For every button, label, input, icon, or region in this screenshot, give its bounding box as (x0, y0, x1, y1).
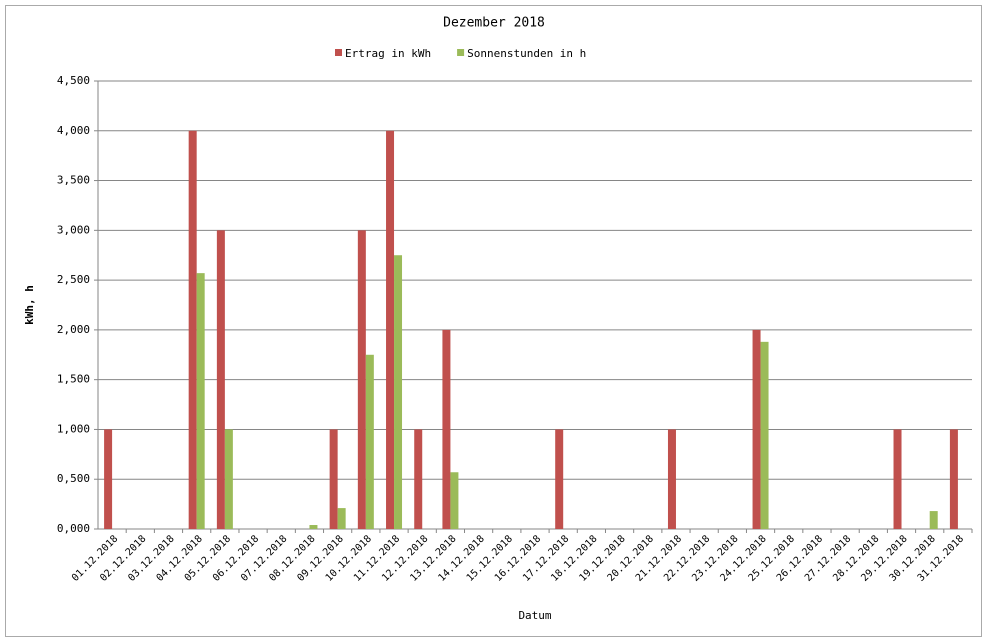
y-tick-label: 2,000 (57, 323, 90, 336)
bar (365, 354, 374, 529)
y-axis-label: kWh, h (23, 285, 36, 325)
y-tick-label: 3,500 (57, 174, 90, 187)
legend-swatch (457, 49, 465, 56)
legend-swatch (335, 49, 342, 56)
y-tick-label: 4,000 (57, 124, 90, 137)
bar (442, 329, 451, 529)
x-axis-label: Datum (518, 609, 551, 622)
y-tick-label: 1,000 (57, 422, 90, 435)
chart-title: Dezember 2018 (443, 16, 545, 31)
bar (224, 429, 233, 529)
y-tick-label: 3,000 (57, 223, 90, 236)
chart-frame (5, 5, 982, 637)
bar (949, 429, 958, 529)
bar (357, 230, 366, 530)
bar (196, 273, 205, 529)
y-tick-label: 4,500 (57, 74, 90, 87)
bar (450, 472, 459, 529)
bar (329, 429, 338, 529)
legend-label: Ertrag in kWh (345, 47, 431, 60)
y-tick-label: 0,500 (57, 472, 90, 485)
bar (337, 508, 346, 529)
bar (386, 130, 395, 529)
bar (667, 429, 676, 529)
bar (893, 429, 902, 529)
bar (760, 341, 769, 529)
y-tick-label: 0,000 (57, 522, 90, 535)
bar (929, 511, 938, 529)
bar (309, 525, 318, 529)
bar (104, 429, 113, 529)
bar (188, 130, 197, 529)
bar (414, 429, 423, 529)
bar (752, 329, 761, 529)
y-tick-label: 2,500 (57, 273, 90, 286)
bar (216, 230, 225, 530)
legend-label: Sonnenstunden in h (467, 47, 586, 60)
bar (555, 429, 564, 529)
bar (394, 255, 403, 529)
y-tick-label: 1,500 (57, 373, 90, 386)
